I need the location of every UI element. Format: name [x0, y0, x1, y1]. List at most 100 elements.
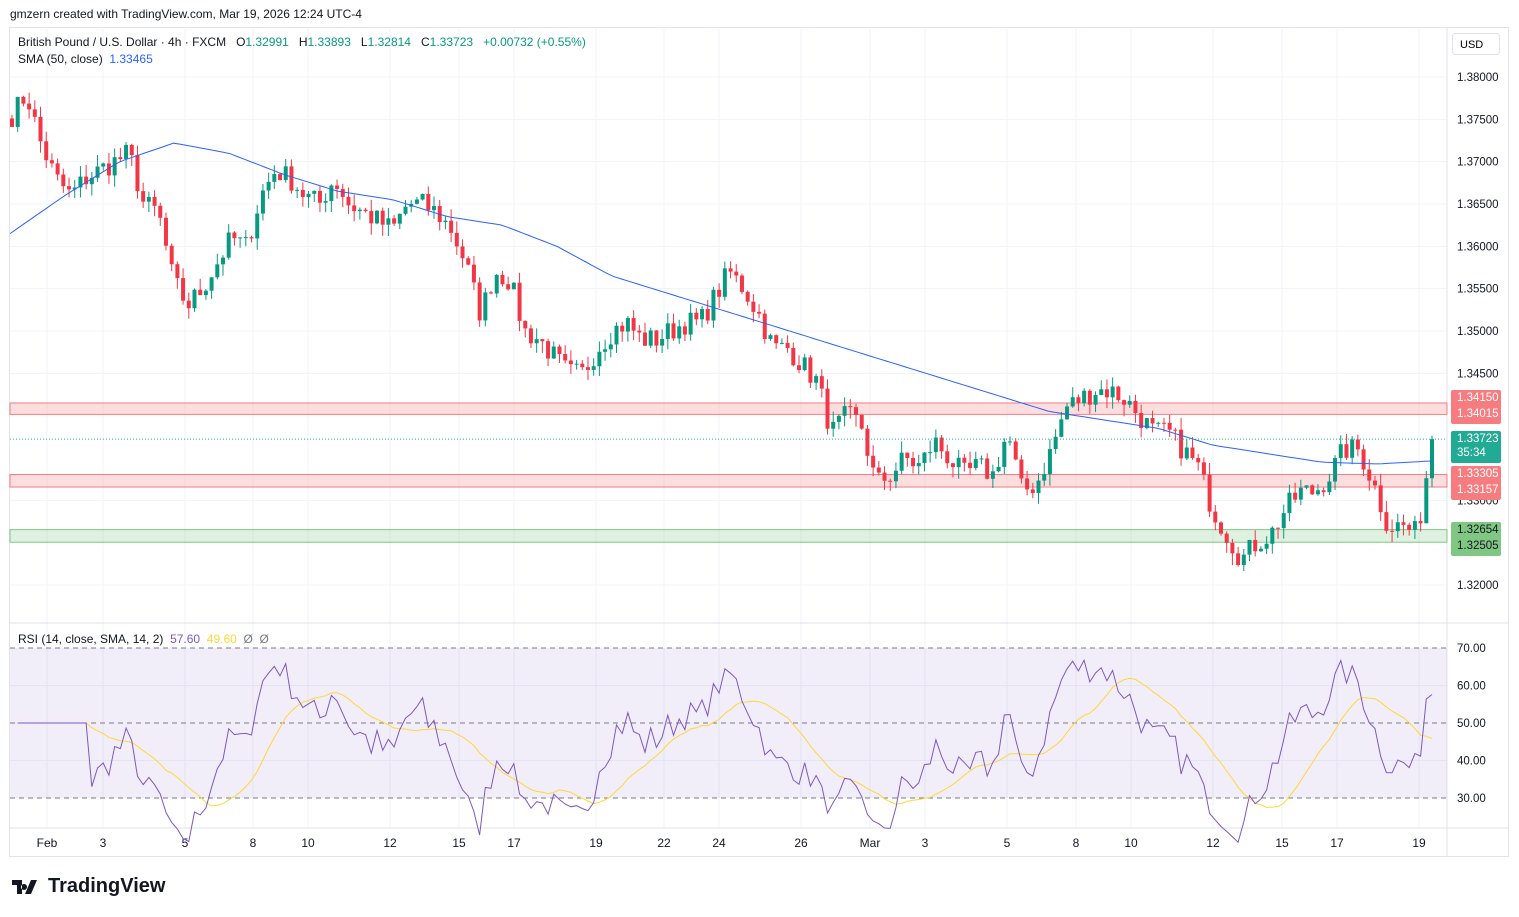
candle-body: [973, 459, 978, 469]
candle-body: [363, 209, 368, 212]
candle-body: [1230, 542, 1235, 554]
time-tick-label: 17: [1330, 836, 1344, 850]
candle-body: [1082, 390, 1087, 404]
candle-body: [209, 277, 214, 291]
candle-body: [44, 141, 49, 161]
time-tick-label: Feb: [37, 836, 58, 850]
candle-body: [1042, 474, 1047, 481]
time-tick-label: 10: [1124, 836, 1138, 850]
symbol-title: British Pound / U.S. Dollar · 4h · FXCM: [18, 35, 227, 49]
candle-body: [580, 363, 585, 368]
candle-body: [551, 346, 556, 359]
candle-body: [660, 338, 665, 346]
candle-body: [996, 466, 1001, 472]
candle-body: [511, 282, 516, 290]
candle-body: [323, 201, 328, 203]
candle-body: [369, 211, 374, 224]
candle-body: [1287, 492, 1292, 514]
candle-body: [494, 274, 499, 294]
candle-body: [916, 463, 921, 467]
candle-body: [768, 335, 773, 339]
symbol-legend[interactable]: British Pound / U.S. Dollar · 4h · FXCM …: [18, 35, 586, 49]
rsi-label: RSI (14, close, SMA, 14, 2): [18, 632, 164, 646]
candle-body: [1344, 444, 1349, 458]
candle-body: [169, 245, 174, 265]
candle-body: [842, 406, 847, 416]
price-tick-label: 1.36000: [1457, 241, 1499, 253]
candle-body: [785, 342, 790, 348]
candle-body: [1093, 395, 1098, 405]
candle-body: [61, 174, 66, 187]
candle-body: [72, 187, 77, 190]
candle-body: [243, 237, 248, 239]
rsi-tick-label: 60.00: [1457, 681, 1486, 693]
candle-body: [135, 155, 140, 192]
candle-body: [808, 357, 813, 383]
tradingview-logo[interactable]: TradingView: [12, 875, 165, 898]
candle-body: [1122, 400, 1127, 405]
candle-body: [1270, 527, 1275, 544]
candle-body: [1407, 524, 1412, 530]
candle-body: [1310, 485, 1315, 495]
candle-body: [620, 325, 625, 332]
rsi-tick-label: 50.00: [1457, 718, 1486, 730]
candle-body: [854, 407, 859, 415]
candle-body: [557, 346, 562, 355]
candle-body: [1253, 539, 1258, 552]
candle-body: [449, 220, 454, 233]
candle-body: [711, 289, 716, 321]
candle-body: [882, 472, 887, 481]
candle-body: [1059, 419, 1064, 437]
candle-body: [112, 157, 117, 176]
sma-label: SMA (50, close): [18, 52, 103, 66]
candle-body: [1139, 412, 1144, 428]
close-label: C: [421, 35, 430, 49]
candle-body: [158, 205, 163, 218]
time-tick-label: 5: [1004, 836, 1011, 850]
rsi-legend[interactable]: RSI (14, close, SMA, 14, 2) 57.60 49.60 …: [18, 632, 269, 646]
candle-body: [289, 166, 294, 191]
candle-body: [757, 311, 762, 314]
candle-body: [124, 144, 129, 160]
candle-body: [1218, 522, 1223, 534]
candle-body: [568, 360, 573, 365]
price-tick-label: 1.35000: [1457, 326, 1499, 338]
close-value: 1.33723: [429, 35, 474, 49]
candle-body: [181, 278, 186, 301]
candle-body: [203, 290, 208, 296]
low-label: L: [360, 35, 368, 49]
candle-body: [1213, 511, 1218, 523]
candle-body: [688, 312, 693, 335]
candle-body: [1047, 449, 1052, 475]
candle-body: [979, 458, 984, 460]
rsi-sma-value: 49.60: [206, 632, 237, 646]
candle-body: [745, 291, 750, 302]
sma-legend[interactable]: SMA (50, close) 1.33465: [18, 52, 153, 66]
candle-body: [460, 246, 465, 259]
candle-body: [1338, 444, 1343, 459]
candle-body: [78, 176, 83, 188]
candle-body: [603, 349, 608, 352]
candle-body: [118, 157, 123, 160]
price-tag: 1.32505: [1457, 540, 1499, 552]
candle-body: [637, 330, 642, 333]
candle-body: [101, 163, 106, 167]
candle-body: [1372, 480, 1377, 486]
candle-body: [1030, 489, 1035, 494]
low-value: 1.32814: [367, 35, 411, 49]
time-tick-label: 17: [507, 836, 521, 850]
currency-button[interactable]: USD: [1452, 33, 1500, 55]
candle-body: [831, 421, 836, 429]
candle-body: [215, 264, 220, 278]
candle-body: [1281, 513, 1286, 529]
price-tag: 1.33305: [1457, 468, 1499, 480]
candle-body: [1264, 543, 1269, 549]
sma-value: 1.33465: [109, 52, 153, 66]
candle-body: [574, 363, 579, 365]
candle-body: [340, 188, 345, 197]
price-tag: 1.32654: [1457, 524, 1499, 536]
candle-body: [89, 177, 94, 185]
candle-body: [249, 237, 254, 239]
candle-body: [1327, 481, 1332, 493]
